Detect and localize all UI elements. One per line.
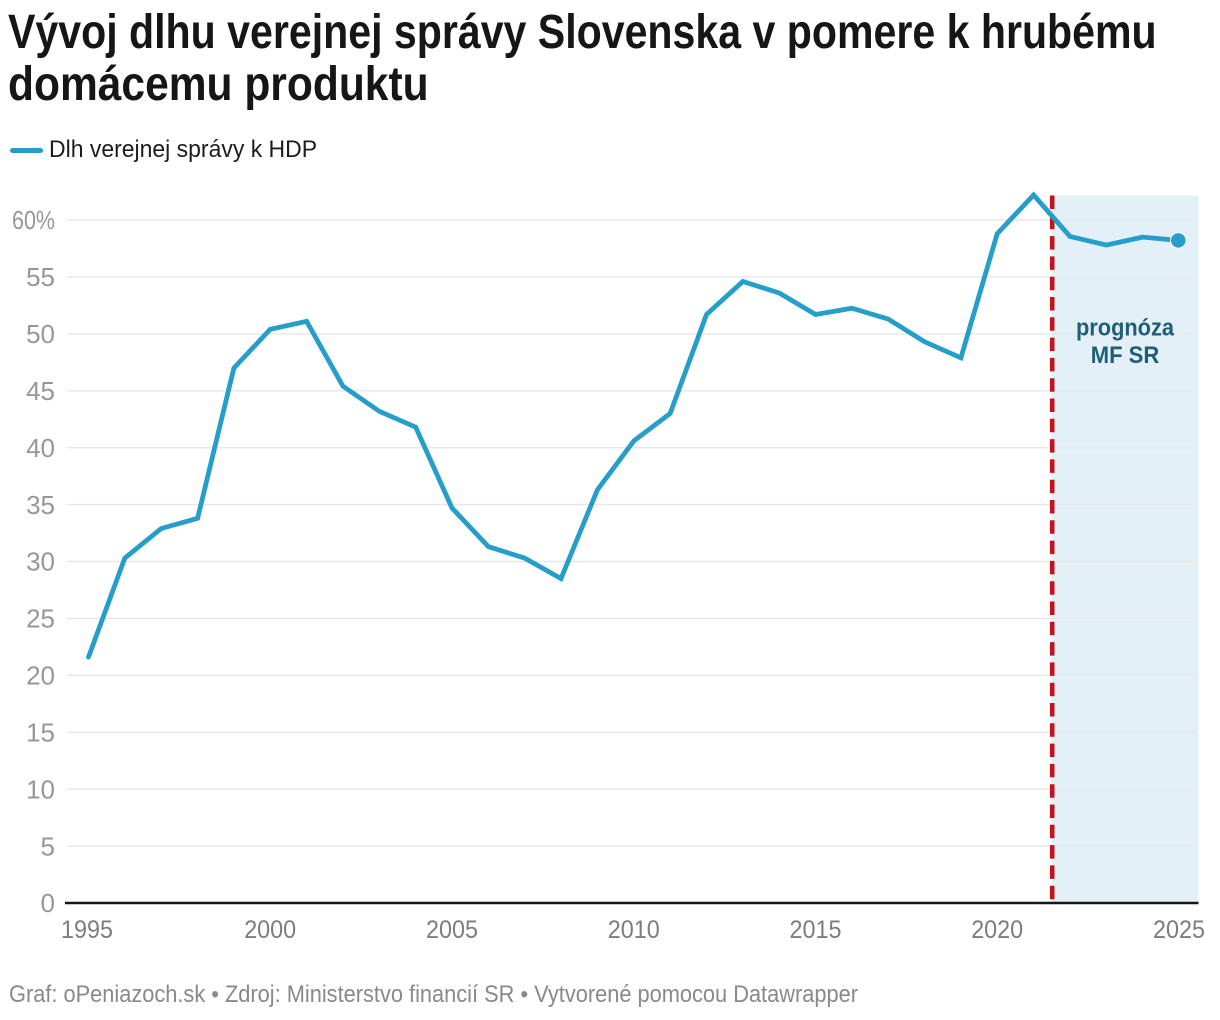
svg-text:35: 35 xyxy=(26,490,55,520)
svg-text:15: 15 xyxy=(26,718,55,748)
svg-text:1995: 1995 xyxy=(61,916,113,944)
svg-text:0: 0 xyxy=(41,888,55,918)
svg-text:55: 55 xyxy=(26,262,55,292)
svg-text:2015: 2015 xyxy=(790,916,842,944)
svg-text:25: 25 xyxy=(26,604,55,634)
svg-text:5: 5 xyxy=(41,831,55,861)
svg-text:2020: 2020 xyxy=(971,916,1023,944)
svg-text:30: 30 xyxy=(26,547,55,577)
svg-text:2005: 2005 xyxy=(426,916,478,944)
svg-text:2025: 2025 xyxy=(1153,916,1205,944)
svg-text:20: 20 xyxy=(26,661,55,691)
svg-text:MF SR: MF SR xyxy=(1091,342,1160,369)
svg-text:40: 40 xyxy=(26,433,55,463)
svg-text:2010: 2010 xyxy=(608,916,660,944)
svg-text:45: 45 xyxy=(26,376,55,406)
svg-text:2000: 2000 xyxy=(244,916,296,944)
svg-text:60%: 60% xyxy=(12,205,55,235)
svg-text:10: 10 xyxy=(26,774,55,804)
svg-text:50: 50 xyxy=(26,319,55,349)
svg-text:prognóza: prognóza xyxy=(1076,315,1175,342)
